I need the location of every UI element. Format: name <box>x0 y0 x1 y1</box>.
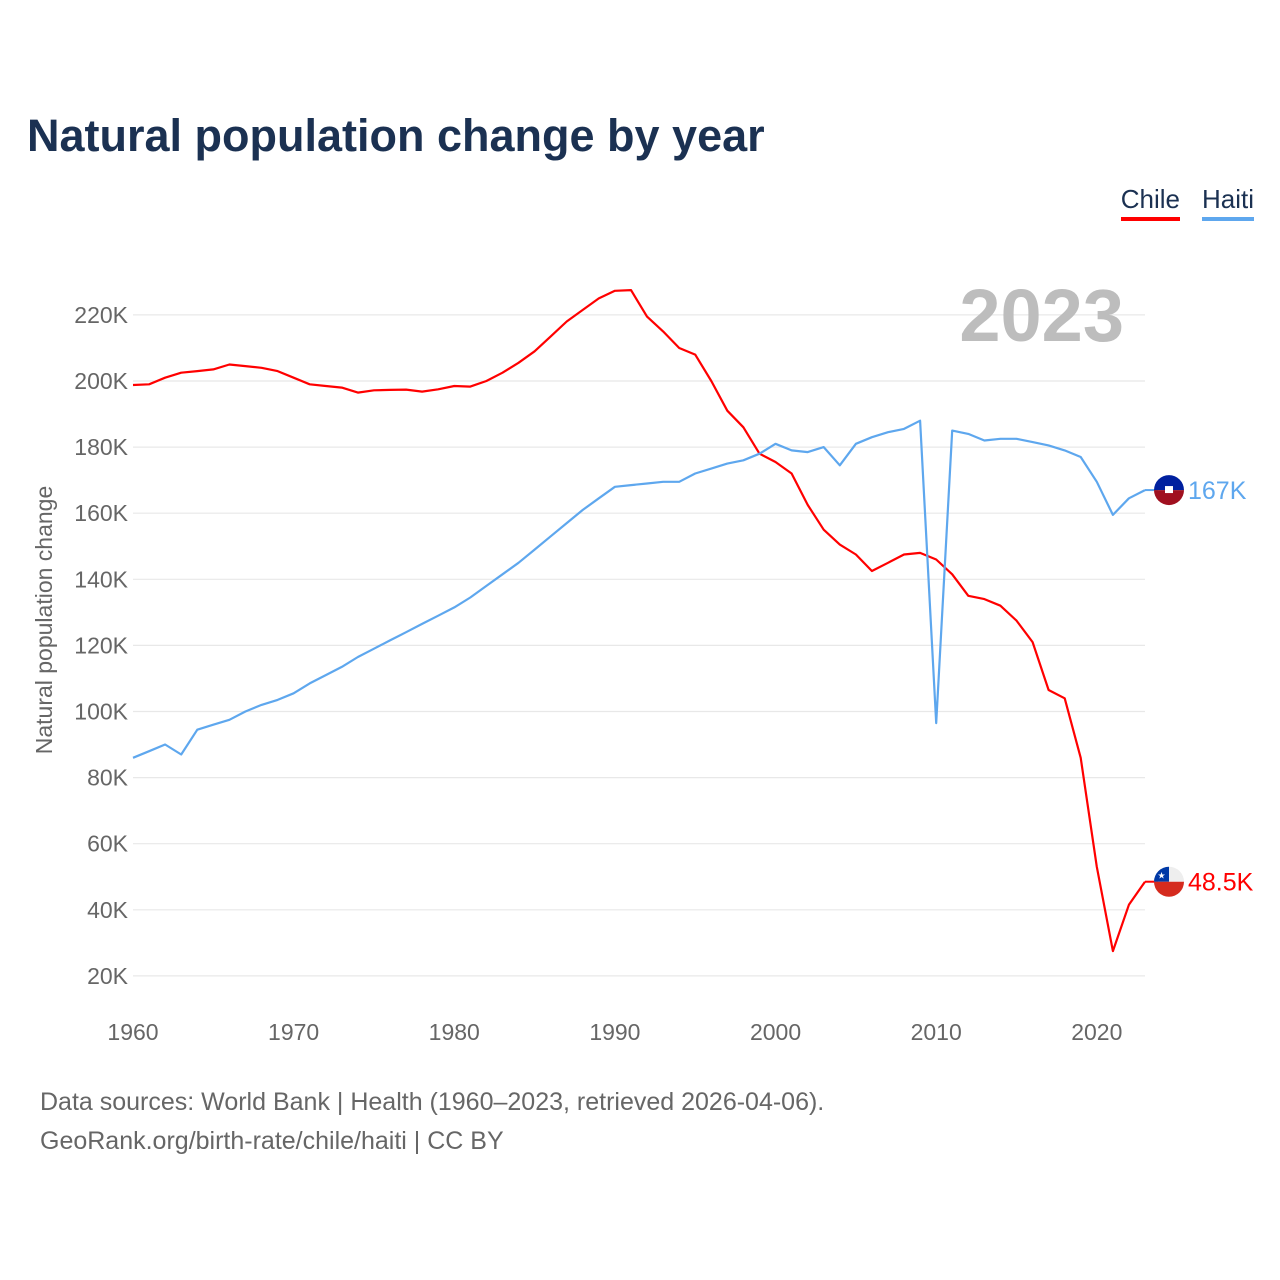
y-tick-label: 100K <box>74 699 128 725</box>
end-value-label-haiti: 167K <box>1188 477 1247 505</box>
legend-chile[interactable]: Chile <box>1120 184 1180 221</box>
series-line-haiti <box>132 419 1146 759</box>
y-tick-label: 120K <box>74 632 128 658</box>
haiti-flag-emblem-icon <box>1165 486 1173 494</box>
footer-link[interactable]: GeoRank.org/birth-rate/chile/haiti | CC … <box>40 1127 504 1155</box>
y-tick-label: 60K <box>87 831 129 857</box>
y-tick-label: 40K <box>87 897 129 923</box>
end-value-label-chile: 48.5K <box>1188 869 1254 897</box>
x-tick-label: 1970 <box>268 1019 319 1045</box>
x-tick-label: 1990 <box>589 1019 640 1045</box>
footer-sources: Data sources: World Bank | Health (1960–… <box>40 1088 825 1116</box>
y-tick-label: 140K <box>74 566 128 592</box>
legend: Chile Haiti <box>1120 184 1254 221</box>
y-tick-label: 220K <box>74 302 128 328</box>
x-tick-label: 2010 <box>911 1019 962 1045</box>
y-tick-label: 20K <box>87 963 129 989</box>
x-tick-label: 1980 <box>429 1019 480 1045</box>
y-tick-label: 200K <box>74 368 128 394</box>
y-tick-label: 80K <box>87 765 129 791</box>
y-tick-label: 180K <box>74 434 128 460</box>
chart-title: Natural population change by year <box>27 110 765 161</box>
x-tick-label: 2020 <box>1071 1019 1122 1045</box>
haiti-flag-bottom <box>1154 490 1184 506</box>
chile-flag-canton <box>1154 866 1169 882</box>
year-label: 2023 <box>959 274 1124 357</box>
x-tick-label: 1960 <box>107 1019 158 1045</box>
chile-flag-bottom <box>1154 881 1184 897</box>
y-tick-label: 160K <box>74 500 128 526</box>
legend-haiti[interactable]: Haiti <box>1201 184 1254 221</box>
x-tick-label: 2000 <box>750 1019 801 1045</box>
series-line-chile <box>132 289 1146 953</box>
y-axis-label: Natural population change <box>31 486 57 755</box>
chile-flag-star-icon: ★ <box>1157 871 1165 881</box>
haiti-flag-top <box>1154 475 1184 491</box>
